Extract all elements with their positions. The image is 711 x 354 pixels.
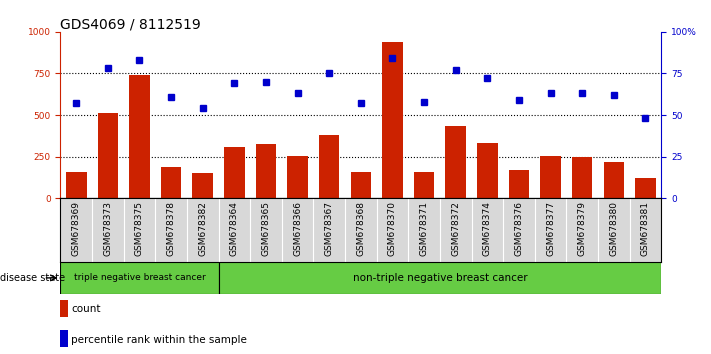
Text: GSM678382: GSM678382 [198,201,207,256]
Text: GSM678373: GSM678373 [103,201,112,256]
Text: GSM678378: GSM678378 [166,201,176,256]
Bar [383,42,402,198]
Bar [60,262,218,294]
Text: GSM678369: GSM678369 [72,201,81,256]
Text: non-triple negative breast cancer: non-triple negative breast cancer [353,273,527,283]
Bar [319,135,339,198]
Text: GSM678379: GSM678379 [577,201,587,256]
Bar [540,156,561,198]
Text: GSM678364: GSM678364 [230,201,239,256]
Bar [66,172,87,198]
Text: GSM678368: GSM678368 [356,201,365,256]
Bar [60,300,68,317]
Bar [508,170,529,198]
Text: disease state: disease state [0,273,65,283]
Text: GSM678374: GSM678374 [483,201,492,256]
Bar [129,75,150,198]
Text: GSM678370: GSM678370 [388,201,397,256]
Text: GSM678367: GSM678367 [325,201,333,256]
Bar [97,113,118,198]
Text: GSM678372: GSM678372 [451,201,460,256]
Bar [256,144,277,198]
Text: GSM678376: GSM678376 [515,201,523,256]
Text: percentile rank within the sample: percentile rank within the sample [71,335,247,344]
Text: count: count [71,304,100,314]
Bar [351,172,371,198]
Bar [572,158,592,198]
Text: triple negative breast cancer: triple negative breast cancer [74,273,205,282]
Bar [218,262,661,294]
Bar [445,126,466,198]
Bar [224,148,245,198]
Text: GSM678365: GSM678365 [262,201,270,256]
Bar [287,156,308,198]
Text: GSM678366: GSM678366 [293,201,302,256]
Text: GSM678377: GSM678377 [546,201,555,256]
Bar [604,162,624,198]
Text: GSM678375: GSM678375 [135,201,144,256]
Bar [414,172,434,198]
Text: GSM678381: GSM678381 [641,201,650,256]
Text: GSM678380: GSM678380 [609,201,619,256]
Bar [635,178,656,198]
Bar [477,143,498,198]
Text: GDS4069 / 8112519: GDS4069 / 8112519 [60,18,201,32]
Bar [193,173,213,198]
Bar [60,330,68,347]
Bar [161,167,181,198]
Text: GSM678371: GSM678371 [419,201,429,256]
